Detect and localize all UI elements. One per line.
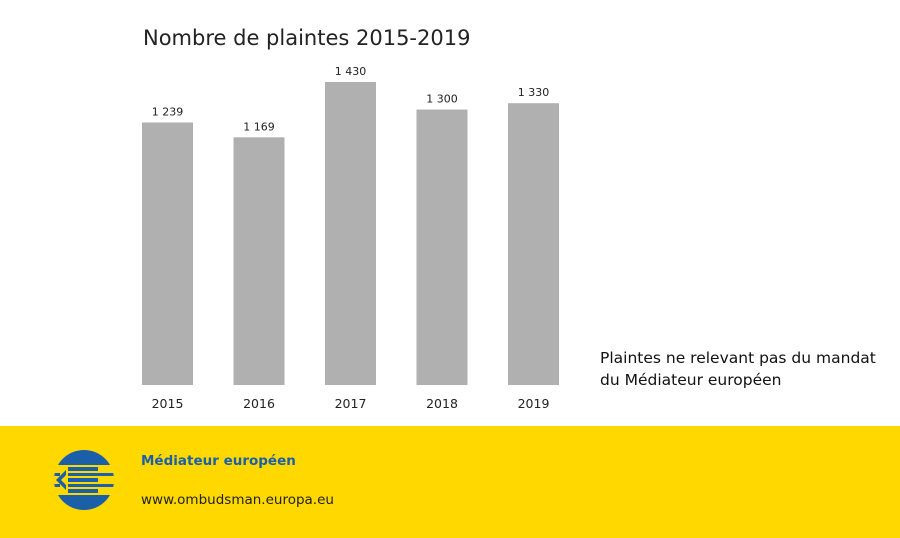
organization-name: Médiateur européen (141, 453, 296, 469)
legend-label-line-1: Plaintes ne relevant pas du mandat (600, 349, 876, 367)
european-ombudsman-logo-icon (52, 450, 116, 510)
x-tick-label-2017: 2017 (335, 396, 367, 411)
chart-title: Nombre de plaintes 2015-2019 (143, 26, 471, 50)
legend-label-line-2: du Médiateur européen (600, 371, 782, 389)
bar-2018 (416, 109, 468, 385)
footer-banner: Médiateur européen www.ombudsman.europa.… (0, 426, 900, 538)
value-label-2018: 1 300 (426, 93, 458, 106)
legend-label: Plaintes ne relevant pas du mandat du Mé… (600, 347, 900, 391)
value-label-2019: 1 330 (518, 86, 550, 99)
bar-2016 (233, 137, 285, 385)
x-tick-label-2018: 2018 (426, 396, 458, 411)
x-tick-label-2016: 2016 (243, 396, 275, 411)
bar-2017 (325, 82, 376, 385)
value-label-2016: 1 169 (243, 120, 275, 133)
x-tick-label-2019: 2019 (518, 396, 550, 411)
bar-2015 (142, 122, 193, 385)
website-link[interactable]: www.ombudsman.europa.eu (141, 492, 334, 508)
bar-2019 (508, 103, 559, 385)
x-tick-label-2015: 2015 (152, 396, 184, 411)
value-label-2017: 1 430 (335, 65, 367, 78)
bar-chart: 1 239 2015 1 169 2016 1 430 2017 1 300 2018 1 33… (142, 65, 559, 411)
value-label-2015: 1 239 (152, 105, 184, 118)
